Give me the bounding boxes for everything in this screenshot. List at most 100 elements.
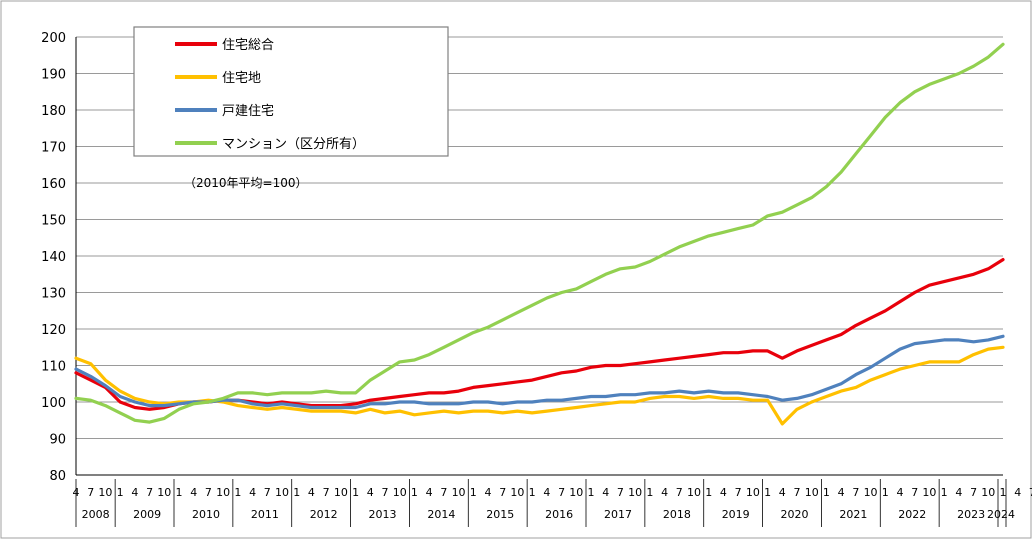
y-tick-label: 180: [41, 104, 66, 119]
x-month-tick-label: 10: [628, 486, 642, 499]
y-tick-label: 120: [41, 323, 66, 338]
x-month-tick-label: 1: [941, 486, 948, 499]
x-month-tick-label: 1: [176, 486, 183, 499]
y-tick-label: 130: [41, 287, 66, 302]
x-year-label: 2012: [310, 508, 338, 521]
x-month-tick-label: 10: [98, 486, 112, 499]
x-month-tick-label: 1: [1000, 486, 1007, 499]
x-month-tick-label: 1: [352, 486, 359, 499]
x-month-tick-label: 4: [720, 486, 727, 499]
x-month-tick-label: 7: [1029, 486, 1032, 499]
x-month-tick-label: 10: [864, 486, 878, 499]
x-year-label: 2019: [722, 508, 750, 521]
x-month-tick-label: 10: [452, 486, 466, 499]
x-month-tick-label: 7: [617, 486, 624, 499]
legend-label: 戸建住宅: [222, 104, 274, 119]
legend-box: [133, 26, 449, 157]
y-tick-label: 140: [41, 250, 66, 265]
y-tick-label: 150: [41, 214, 66, 229]
y-tick-label: 200: [41, 31, 66, 46]
x-month-tick-label: 7: [205, 486, 212, 499]
x-month-tick-label: 10: [216, 486, 230, 499]
x-month-tick-label: 10: [275, 486, 289, 499]
x-month-tick-label: 7: [146, 486, 153, 499]
series-line: [74, 42, 1005, 424]
x-year-label: 2016: [545, 508, 573, 521]
y-tick-label: 100: [41, 396, 66, 411]
x-month-tick-label: 10: [981, 486, 995, 499]
y-tick-label: 90: [49, 433, 66, 448]
x-month-tick-label: 7: [323, 486, 330, 499]
x-month-tick-label: 4: [661, 486, 668, 499]
x-year-label: 2023: [957, 508, 985, 521]
x-month-tick-label: 7: [911, 486, 918, 499]
x-month-tick-label: 7: [87, 486, 94, 499]
x-month-tick-label: 1: [646, 486, 653, 499]
series-lines: [74, 42, 1005, 426]
x-month-tick-label: 4: [308, 486, 315, 499]
x-month-tick-label: 1: [823, 486, 830, 499]
series-line: [74, 345, 1005, 426]
x-month-tick-label: 4: [602, 486, 609, 499]
x-year-label: 2017: [604, 508, 632, 521]
x-year-label: 2024: [987, 508, 1015, 521]
x-year-label: 2008: [82, 508, 110, 521]
y-tick-label: 190: [41, 68, 66, 83]
x-month-tick-label: 1: [293, 486, 300, 499]
x-month-tick-label: 7: [735, 486, 742, 499]
x-month-tick-label: 7: [676, 486, 683, 499]
x-month-tick-label: 4: [485, 486, 492, 499]
x-month-tick-label: 10: [805, 486, 819, 499]
x-month-tick-label: 10: [334, 486, 348, 499]
x-year-label: 2013: [369, 508, 397, 521]
x-month-tick-label: 4: [249, 486, 256, 499]
x-month-tick-label: 1: [588, 486, 595, 499]
x-month-tick-label: 4: [543, 486, 550, 499]
x-month-tick-label: 4: [367, 486, 374, 499]
x-month-tick-label: 1: [117, 486, 124, 499]
x-year-label: 2015: [486, 508, 514, 521]
x-month-tick-label: 4: [1014, 486, 1021, 499]
x-month-tick-label: 10: [687, 486, 701, 499]
x-month-tick-label: 4: [779, 486, 786, 499]
series-line: [74, 334, 1005, 410]
legend-label: 住宅地: [222, 71, 261, 86]
x-month-tick-label: 1: [411, 486, 418, 499]
legend-label: マンション（区分所有）: [222, 137, 365, 152]
base-year-note: （2010年平均=100）: [184, 176, 308, 190]
x-year-label: 2020: [781, 508, 809, 521]
x-month-tick-label: 4: [426, 486, 433, 499]
x-month-tick-label: 4: [955, 486, 962, 499]
x-month-tick-label: 10: [922, 486, 936, 499]
y-tick-label: 110: [41, 360, 66, 375]
x-year-label: 2010: [192, 508, 220, 521]
x-month-tick-label: 1: [470, 486, 477, 499]
x-month-tick-label: 10: [157, 486, 171, 499]
x-month-tick-label: 10: [510, 486, 524, 499]
x-month-tick-label: 7: [382, 486, 389, 499]
x-year-label: 2021: [839, 508, 867, 521]
x-month-tick-label: 7: [264, 486, 271, 499]
x-month-tick-label: 10: [569, 486, 583, 499]
x-month-tick-label: 7: [440, 486, 447, 499]
x-year-label: 2018: [663, 508, 691, 521]
y-tick-label: 80: [49, 469, 66, 484]
x-month-tick-label: 1: [882, 486, 889, 499]
x-month-tick-label: 1: [529, 486, 536, 499]
legend-label: 住宅総合: [222, 38, 274, 53]
x-year-label: 2011: [251, 508, 279, 521]
x-year-label: 2009: [133, 508, 161, 521]
x-month-tick-label: 10: [393, 486, 407, 499]
x-month-tick-label: 7: [970, 486, 977, 499]
x-month-tick-label: 1: [705, 486, 712, 499]
x-month-tick-label: 7: [499, 486, 506, 499]
x-month-tick-label: 4: [897, 486, 904, 499]
x-month-tick-label: 4: [838, 486, 845, 499]
x-month-tick-label: 4: [190, 486, 197, 499]
x-month-tick-label: 4: [131, 486, 138, 499]
x-month-tick-label: 7: [852, 486, 859, 499]
x-year-label: 2014: [427, 508, 455, 521]
